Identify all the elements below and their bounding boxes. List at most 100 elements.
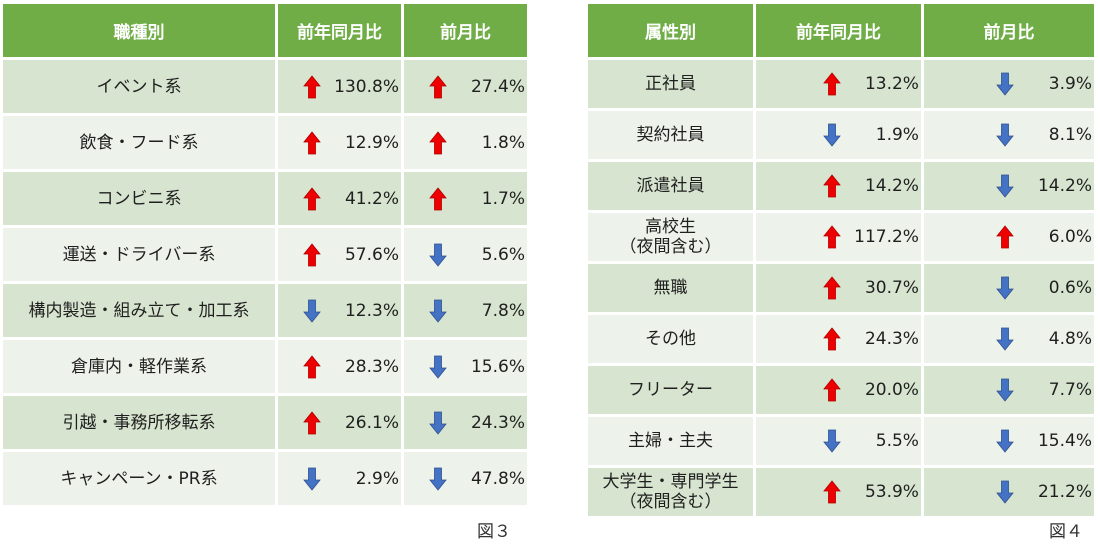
mom-cell: 27.4%	[404, 60, 527, 113]
table-row: 飲食・フード系 12.9% 1.8%	[3, 116, 527, 169]
yoy-cell: 41.2%	[278, 172, 401, 225]
table-row: 正社員 13.2% 3.9%	[588, 60, 1094, 108]
table-row: 契約社員 1.9% 8.1%	[588, 111, 1094, 159]
yoy-value: 30.7%	[864, 278, 919, 298]
arrow-up-icon	[823, 327, 841, 351]
header-row: 属性別 前年同月比 前月比	[588, 4, 1094, 57]
mom-value: 8.1%	[1048, 125, 1092, 145]
arrow-up-icon	[303, 74, 321, 99]
arrow-up-icon	[303, 242, 321, 267]
table-row: 無職 30.7% 0.6%	[588, 264, 1094, 312]
yoy-cell: 28.3%	[278, 340, 401, 393]
row-label: 構内製造・組み立て・加工系	[3, 284, 275, 337]
header-mom: 前月比	[923, 4, 1094, 57]
arrow-down-icon	[996, 174, 1014, 198]
yoy-cell: 57.6%	[278, 228, 401, 281]
figure-caption-3: 図３	[477, 522, 511, 542]
arrow-down-icon	[996, 378, 1014, 402]
yoy-value: 130.8%	[334, 76, 399, 97]
mom-value: 1.7%	[481, 188, 525, 209]
yoy-cell: 26.1%	[278, 396, 401, 449]
mom-cell: 14.2%	[923, 162, 1094, 210]
mom-cell: 0.6%	[923, 264, 1094, 312]
header-category: 職種別	[3, 4, 275, 57]
yoy-cell: 130.8%	[278, 60, 401, 113]
table-row: 主婦・主夫 5.5% 15.4%	[588, 417, 1094, 465]
mom-cell: 1.7%	[404, 172, 527, 225]
mom-value: 15.4%	[1037, 431, 1092, 451]
yoy-cell: 1.9%	[755, 111, 921, 159]
row-label: 飲食・フード系	[3, 116, 275, 169]
yoy-value: 117.2%	[854, 227, 919, 247]
table-body: イベント系 130.8% 27.4% 飲食・フード系 12.9% 1.8% コンビニ系 41.…	[3, 60, 527, 505]
yoy-cell: 13.2%	[755, 60, 921, 108]
yoy-value: 24.3%	[864, 329, 919, 349]
arrow-up-icon	[303, 354, 321, 379]
arrow-down-icon	[429, 299, 447, 323]
row-label: 倉庫内・軽作業系	[3, 340, 275, 393]
mom-value: 21.2%	[1037, 482, 1092, 502]
table-row: 高校生 （夜間含む） 117.2% 6.0%	[588, 213, 1094, 261]
row-label: フリーター	[588, 366, 753, 414]
mom-cell: 21.2%	[923, 468, 1094, 516]
table-row: 倉庫内・軽作業系 28.3% 15.6%	[3, 340, 527, 393]
mom-cell: 24.3%	[404, 396, 527, 449]
table-body: 正社員 13.2% 3.9% 契約社員 1.9% 8.1% 派遣社員 14.2% 14.2% 高校…	[588, 60, 1094, 516]
yoy-value: 12.9%	[344, 132, 399, 153]
arrow-up-icon	[823, 225, 841, 249]
yoy-value: 14.2%	[864, 176, 919, 196]
mom-value: 0.6%	[1048, 278, 1092, 298]
row-label: 主婦・主夫	[588, 417, 753, 465]
header-category: 属性別	[588, 4, 753, 57]
arrow-up-icon	[823, 276, 841, 300]
arrow-down-icon	[996, 123, 1014, 147]
table-row: イベント系 130.8% 27.4%	[3, 60, 527, 113]
yoy-value: 57.6%	[344, 244, 399, 265]
mom-value: 15.6%	[470, 356, 525, 377]
table-row: 引越・事務所移転系 26.1% 24.3%	[3, 396, 527, 449]
mom-value: 7.8%	[481, 300, 525, 321]
arrow-down-icon	[996, 480, 1014, 504]
yoy-value: 2.9%	[355, 468, 399, 489]
yoy-value: 20.0%	[864, 380, 919, 400]
yoy-cell: 117.2%	[755, 213, 921, 261]
arrow-up-icon	[996, 225, 1014, 249]
table-row: 運送・ドライバー系 57.6% 5.6%	[3, 228, 527, 281]
arrow-up-icon	[303, 410, 321, 435]
mom-cell: 5.6%	[404, 228, 527, 281]
row-label: コンビニ系	[3, 172, 275, 225]
table-row: コンビニ系 41.2% 1.7%	[3, 172, 527, 225]
header-yoy: 前年同月比	[755, 4, 921, 57]
arrow-down-icon	[429, 411, 447, 435]
table-figure4: 属性別 前年同月比 前月比 正社員 13.2% 3.9% 契約社員 1.9% 8.1% 派遣…	[585, 1, 1097, 519]
figure-caption-4: 図４	[1049, 522, 1083, 542]
row-label: 派遣社員	[588, 162, 753, 210]
arrow-up-icon	[429, 74, 447, 99]
mom-value: 7.7%	[1048, 380, 1092, 400]
arrow-up-icon	[823, 72, 841, 96]
mom-value: 5.6%	[481, 244, 525, 265]
header-yoy: 前年同月比	[278, 4, 401, 57]
yoy-cell: 24.3%	[755, 315, 921, 363]
arrow-down-icon	[823, 123, 841, 147]
row-label: 運送・ドライバー系	[3, 228, 275, 281]
row-label: 正社員	[588, 60, 753, 108]
yoy-cell: 12.3%	[278, 284, 401, 337]
arrow-up-icon	[429, 186, 447, 211]
row-label: イベント系	[3, 60, 275, 113]
table-row: 大学生・専門学生 （夜間含む） 53.9% 21.2%	[588, 468, 1094, 516]
row-label: 引越・事務所移転系	[3, 396, 275, 449]
row-label: 大学生・専門学生 （夜間含む）	[588, 468, 753, 516]
yoy-cell: 20.0%	[755, 366, 921, 414]
arrow-down-icon	[996, 327, 1014, 351]
row-label: 無職	[588, 264, 753, 312]
arrow-down-icon	[429, 467, 447, 491]
yoy-cell: 53.9%	[755, 468, 921, 516]
mom-cell: 8.1%	[923, 111, 1094, 159]
arrow-up-icon	[823, 378, 841, 402]
yoy-cell: 5.5%	[755, 417, 921, 465]
mom-cell: 15.4%	[923, 417, 1094, 465]
arrow-down-icon	[303, 467, 321, 491]
table-row: キャンペーン・PR系 2.9% 47.8%	[3, 452, 527, 505]
arrow-up-icon	[823, 174, 841, 198]
